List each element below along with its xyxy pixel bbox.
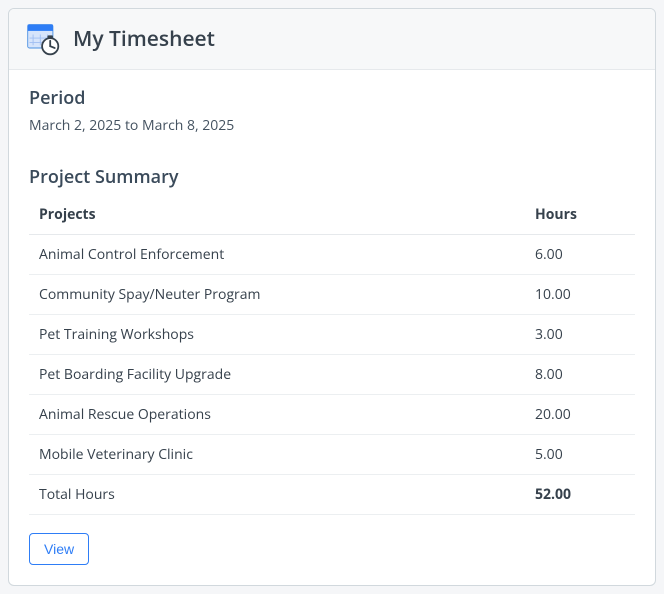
project-cell: Community Spay/Neuter Program <box>29 275 525 315</box>
total-hours: 52.00 <box>525 475 635 515</box>
table-row: Pet Boarding Facility Upgrade8.00 <box>29 355 635 395</box>
project-cell: Pet Boarding Facility Upgrade <box>29 355 525 395</box>
table-row: Animal Rescue Operations20.00 <box>29 395 635 435</box>
view-button[interactable]: View <box>29 533 89 565</box>
hours-cell: 20.00 <box>525 395 635 435</box>
project-cell: Animal Rescue Operations <box>29 395 525 435</box>
table-row: Mobile Veterinary Clinic5.00 <box>29 435 635 475</box>
actions-row: View <box>29 533 635 565</box>
timesheet-card: My Timesheet Period March 2, 2025 to Mar… <box>8 8 656 586</box>
table-row: Pet Training Workshops3.00 <box>29 315 635 355</box>
col-hours: Hours <box>525 195 635 235</box>
col-projects: Projects <box>29 195 525 235</box>
total-label: Total Hours <box>29 475 525 515</box>
card-body: Period March 2, 2025 to March 8, 2025 Pr… <box>9 70 655 585</box>
hours-cell: 10.00 <box>525 275 635 315</box>
project-cell: Animal Control Enforcement <box>29 235 525 275</box>
card-header: My Timesheet <box>9 9 655 70</box>
table-row: Community Spay/Neuter Program10.00 <box>29 275 635 315</box>
period-text: March 2, 2025 to March 8, 2025 <box>29 116 635 135</box>
hours-cell: 3.00 <box>525 315 635 355</box>
project-cell: Pet Training Workshops <box>29 315 525 355</box>
summary-title: Project Summary <box>29 165 635 189</box>
period-label: Period <box>29 86 635 110</box>
hours-cell: 5.00 <box>525 435 635 475</box>
project-cell: Mobile Veterinary Clinic <box>29 435 525 475</box>
hours-cell: 6.00 <box>525 235 635 275</box>
summary-table: Projects Hours Animal Control Enforcemen… <box>29 195 635 515</box>
timesheet-icon <box>25 21 61 57</box>
table-row: Animal Control Enforcement6.00 <box>29 235 635 275</box>
total-row: Total Hours 52.00 <box>29 475 635 515</box>
card-title: My Timesheet <box>73 25 215 53</box>
hours-cell: 8.00 <box>525 355 635 395</box>
